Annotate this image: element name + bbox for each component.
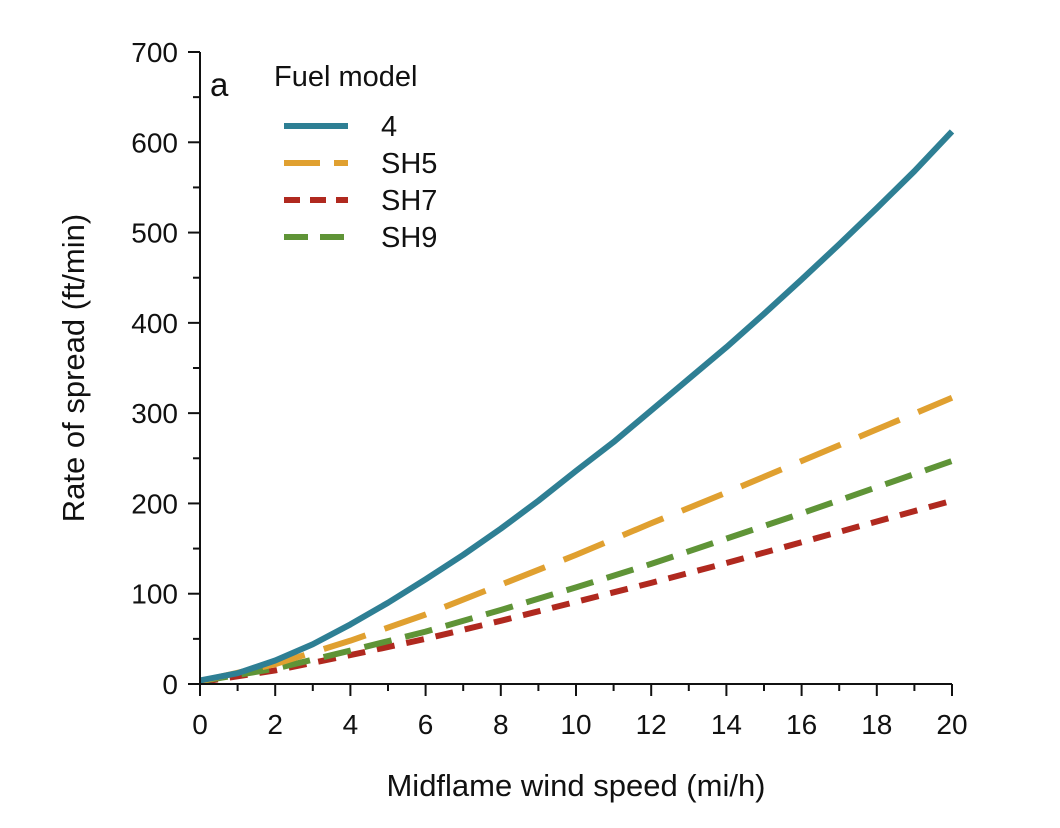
y-tick-label: 700: [131, 37, 178, 68]
x-axis-title: Midflame wind speed (mi/h): [386, 768, 765, 803]
x-tick-label: 16: [786, 709, 817, 740]
series-lines: [199, 129, 955, 686]
series-line-sh9: [199, 458, 953, 685]
y-tick-label: 500: [131, 218, 178, 249]
series-line-sh7: [199, 497, 953, 686]
x-tick-label: 10: [560, 709, 591, 740]
y-tick-label: 300: [131, 398, 178, 429]
legend-title: Fuel model: [274, 61, 417, 93]
y-tick-label: 0: [162, 669, 178, 700]
legend-label-4: 4: [381, 111, 397, 143]
y-tick-label: 200: [131, 488, 178, 519]
x-tick-label: 12: [636, 709, 667, 740]
legend-label-sh9: SH9: [381, 222, 437, 254]
x-tick-label: 2: [267, 709, 283, 740]
legend-label-sh7: SH7: [381, 185, 437, 217]
axis-ticks: [188, 51, 953, 696]
series-line-sh5: [199, 395, 954, 685]
x-tick-label: 14: [711, 709, 742, 740]
series-line-4: [199, 129, 955, 684]
x-tick-label: 18: [861, 709, 892, 740]
x-tick-label: 6: [418, 709, 434, 740]
y-axis-title: Rate of spread (ft/min): [56, 214, 91, 522]
panel-label: a: [210, 66, 229, 103]
y-tick-label: 100: [131, 579, 178, 610]
x-tick-label: 0: [192, 709, 208, 740]
y-tick-label: 600: [131, 127, 178, 158]
y-tick-label: 400: [131, 308, 178, 339]
x-tick-label: 8: [493, 709, 509, 740]
x-tick-label: 4: [343, 709, 359, 740]
legend-label-sh5: SH5: [381, 148, 437, 180]
x-tick-label: 20: [936, 709, 967, 740]
legend: Fuel model 4 SH5 SH7 SH9: [274, 61, 437, 254]
axes: [199, 52, 952, 685]
